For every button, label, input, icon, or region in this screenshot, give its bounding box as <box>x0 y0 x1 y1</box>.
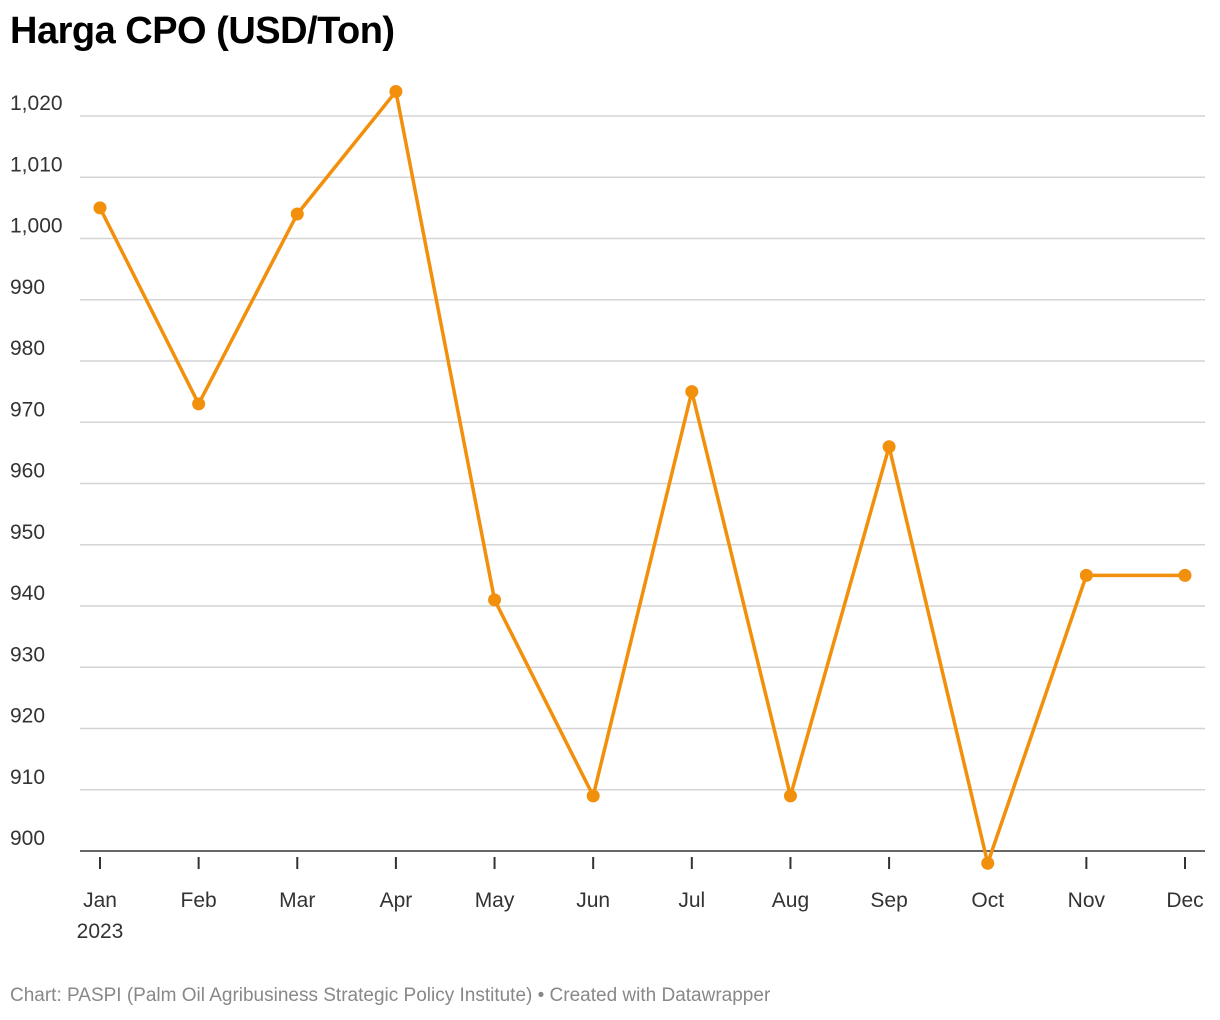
x-tick-label: Mar <box>279 889 315 912</box>
x-tick-label: May <box>475 889 515 912</box>
x-tick-label: Feb <box>181 889 217 912</box>
y-tick-label: 910 <box>10 766 45 789</box>
y-tick-label: 990 <box>10 276 45 299</box>
y-tick-label: 960 <box>10 460 45 483</box>
y-tick-label: 950 <box>10 521 45 544</box>
x-tick-label: Jan <box>83 889 117 912</box>
y-tick-label: 1,020 <box>10 92 63 115</box>
x-year-label: 2023 <box>77 920 124 943</box>
y-tick-label: 900 <box>10 827 45 850</box>
series-line <box>98 89 1187 865</box>
x-axis-ticks: Jan Feb Mar Apr May Jun Jul Aug Sep Oct Nov Dec 2023 <box>77 857 1204 943</box>
data-point-mar[interactable] <box>290 207 304 221</box>
x-tick-label: Nov <box>1068 889 1106 912</box>
y-tick-label: 1,000 <box>10 215 63 238</box>
data-point-jul[interactable] <box>685 385 699 399</box>
chart-title: Harga CPO (USD/Ton) <box>10 10 395 52</box>
x-tick-label: Apr <box>380 889 413 912</box>
x-tick-label: Dec <box>1166 889 1203 912</box>
y-tick-label: 970 <box>10 398 45 421</box>
data-point-jun[interactable] <box>586 789 600 803</box>
x-tick-label: Jun <box>576 889 610 912</box>
x-tick-label: Jul <box>678 889 705 912</box>
y-tick-label: 930 <box>10 643 45 666</box>
y-tick-label: 940 <box>10 582 45 605</box>
data-point-jan[interactable] <box>93 201 107 215</box>
x-tick-label: Aug <box>772 889 809 912</box>
data-point-oct[interactable] <box>981 856 995 870</box>
x-tick-label: Oct <box>971 889 1004 912</box>
data-point-nov[interactable] <box>1079 568 1093 582</box>
y-axis-ticks: 900 910 920 930 940 950 960 970 980 990 1,000 1,010… <box>10 92 63 850</box>
gridlines <box>80 115 1205 852</box>
data-point-feb[interactable] <box>192 397 206 411</box>
x-tick-label: Sep <box>870 889 907 912</box>
data-point-dec[interactable] <box>1178 568 1192 582</box>
y-tick-label: 920 <box>10 705 45 728</box>
data-point-sep[interactable] <box>882 440 896 454</box>
y-tick-label: 1,010 <box>10 153 63 176</box>
data-series <box>93 85 1192 870</box>
data-point-apr[interactable] <box>389 85 403 98</box>
y-tick-label: 980 <box>10 337 45 360</box>
data-point-aug[interactable] <box>783 789 797 803</box>
chart-source: Chart: PASPI (Palm Oil Agribusiness Stra… <box>10 985 771 1006</box>
data-point-may[interactable] <box>488 593 502 607</box>
